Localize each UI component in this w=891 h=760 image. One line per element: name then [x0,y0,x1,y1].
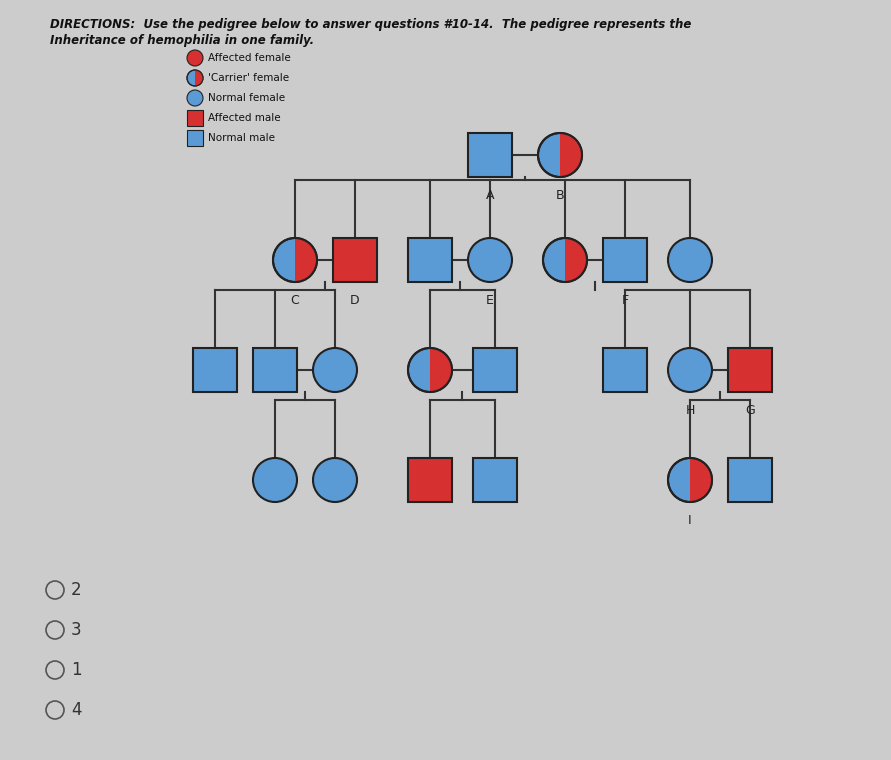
Text: Affected female: Affected female [208,53,290,63]
Bar [193,348,237,392]
Circle shape [668,238,712,282]
Circle shape [543,238,587,282]
Circle shape [668,348,712,392]
Text: A: A [486,189,495,202]
Bar [728,348,772,392]
Circle shape [538,133,582,177]
Circle shape [273,238,317,282]
Bar [408,238,452,282]
Bar [187,130,203,146]
Bar [468,133,512,177]
Text: E: E [486,294,494,307]
Text: C: C [290,294,299,307]
Circle shape [408,348,452,392]
Text: D: D [350,294,360,307]
Bar [333,238,377,282]
Text: DIRECTIONS:  Use the pedigree below to answer questions #10-14.  The pedigree re: DIRECTIONS: Use the pedigree below to an… [50,18,691,31]
Bar [473,458,517,502]
Circle shape [313,348,357,392]
Text: 3: 3 [71,621,82,639]
Bar [603,348,647,392]
Bar [603,238,647,282]
Bar [408,458,452,502]
Text: Normal male: Normal male [208,133,275,143]
Bar [473,348,517,392]
Circle shape [668,458,712,502]
Bar [187,110,203,126]
Text: I: I [688,514,691,527]
Wedge shape [295,238,317,282]
Text: Normal female: Normal female [208,93,285,103]
Bar [728,458,772,502]
Text: B: B [556,189,564,202]
Text: F: F [621,294,628,307]
Text: Affected male: Affected male [208,113,281,123]
Text: 2: 2 [71,581,82,599]
Wedge shape [430,348,452,392]
Circle shape [187,50,203,66]
Bar [253,348,297,392]
Wedge shape [690,458,712,502]
Text: Inheritance of hemophilia in one family.: Inheritance of hemophilia in one family. [50,34,315,47]
Wedge shape [560,133,582,177]
Text: 'Carrier' female: 'Carrier' female [208,73,289,83]
Circle shape [187,70,203,86]
Circle shape [468,238,512,282]
Circle shape [187,90,203,106]
Text: 4: 4 [71,701,81,719]
Circle shape [313,458,357,502]
Text: H: H [685,404,695,417]
Text: 1: 1 [71,661,82,679]
Wedge shape [565,238,587,282]
Text: G: G [745,404,755,417]
Wedge shape [195,70,203,86]
Circle shape [253,458,297,502]
